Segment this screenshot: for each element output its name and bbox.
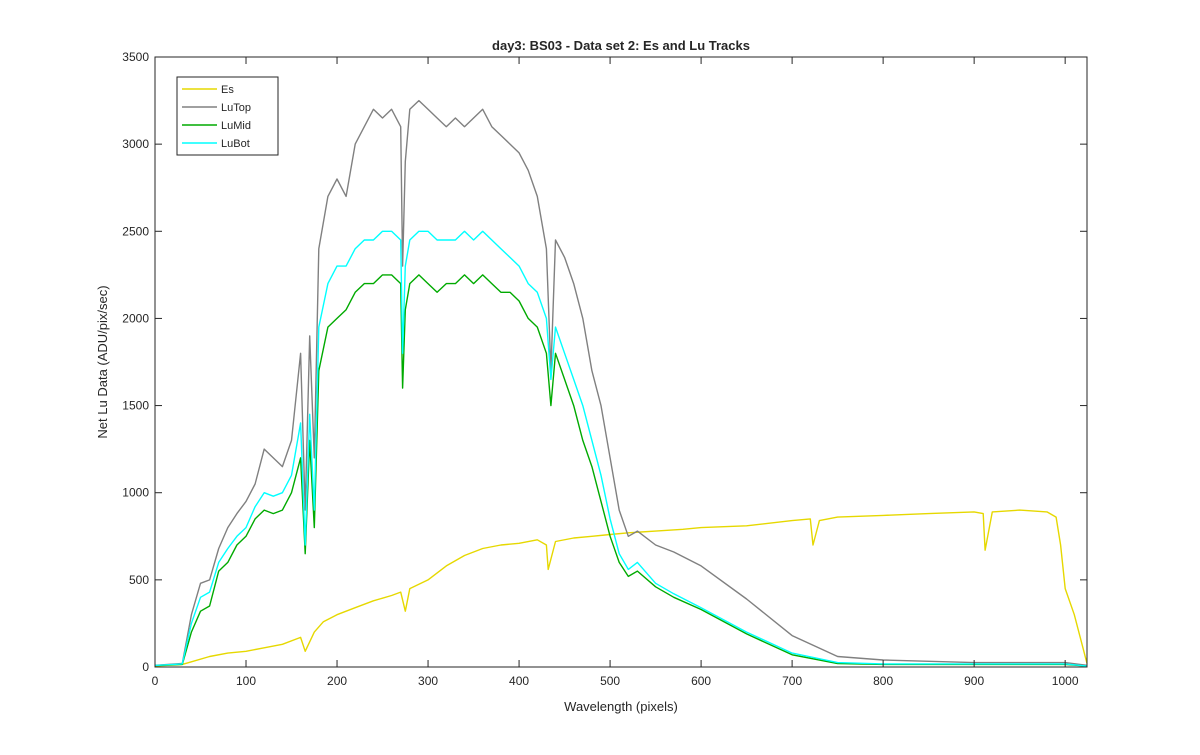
y-tick-label: 1500 xyxy=(122,399,149,413)
legend-box xyxy=(176,76,279,156)
plot-area xyxy=(155,57,1087,667)
chart-title: day3: BS03 - Data set 2: Es and Lu Track… xyxy=(492,38,750,53)
x-tick-label: 100 xyxy=(236,674,256,688)
x-tick-label: 400 xyxy=(509,674,529,688)
x-tick-label: 600 xyxy=(691,674,711,688)
y-tick-label: 500 xyxy=(129,573,149,587)
series-line-lumid xyxy=(154,274,1088,667)
legend-label-es: Es xyxy=(221,84,234,96)
legend-label-lutop: LuTop xyxy=(221,102,251,114)
y-tick-label: 3000 xyxy=(122,137,149,151)
x-tick-label: 800 xyxy=(873,674,893,688)
legend: Es LuTop LuMid LuBot xyxy=(176,76,279,156)
x-tick-label: 300 xyxy=(418,674,438,688)
x-tick-label: 0 xyxy=(152,674,159,688)
x-tick-label: 1000 xyxy=(1052,674,1079,688)
y-tick-label: 2500 xyxy=(122,224,149,238)
plot-background xyxy=(155,57,1087,667)
x-tick-label: 200 xyxy=(327,674,347,688)
series-layer xyxy=(154,99,1088,667)
axes-layer: 0 100 200 300 400 500 600 700 800 900 1000 0 500 1000… xyxy=(122,50,1088,688)
legend-label-lumid: LuMid xyxy=(221,120,251,132)
series-line-lubot xyxy=(154,230,1088,667)
axes-box xyxy=(154,56,1088,668)
y-tick-label: 1000 xyxy=(122,486,149,500)
series-line-lutop xyxy=(154,99,1088,666)
y-tick-label: 2000 xyxy=(122,311,149,325)
x-tick-label: 900 xyxy=(964,674,984,688)
x-tick-label: 700 xyxy=(782,674,802,688)
y-tick-label: 3500 xyxy=(122,50,149,64)
series-line-es xyxy=(154,509,1088,667)
y-tick-label: 0 xyxy=(142,660,149,674)
x-axis-label: Wavelength (pixels) xyxy=(564,699,678,714)
y-axis-label: Net Lu Data (ADU/pix/sec) xyxy=(95,285,110,438)
x-tick-label: 500 xyxy=(600,674,620,688)
legend-label-lubot: LuBot xyxy=(221,138,250,150)
